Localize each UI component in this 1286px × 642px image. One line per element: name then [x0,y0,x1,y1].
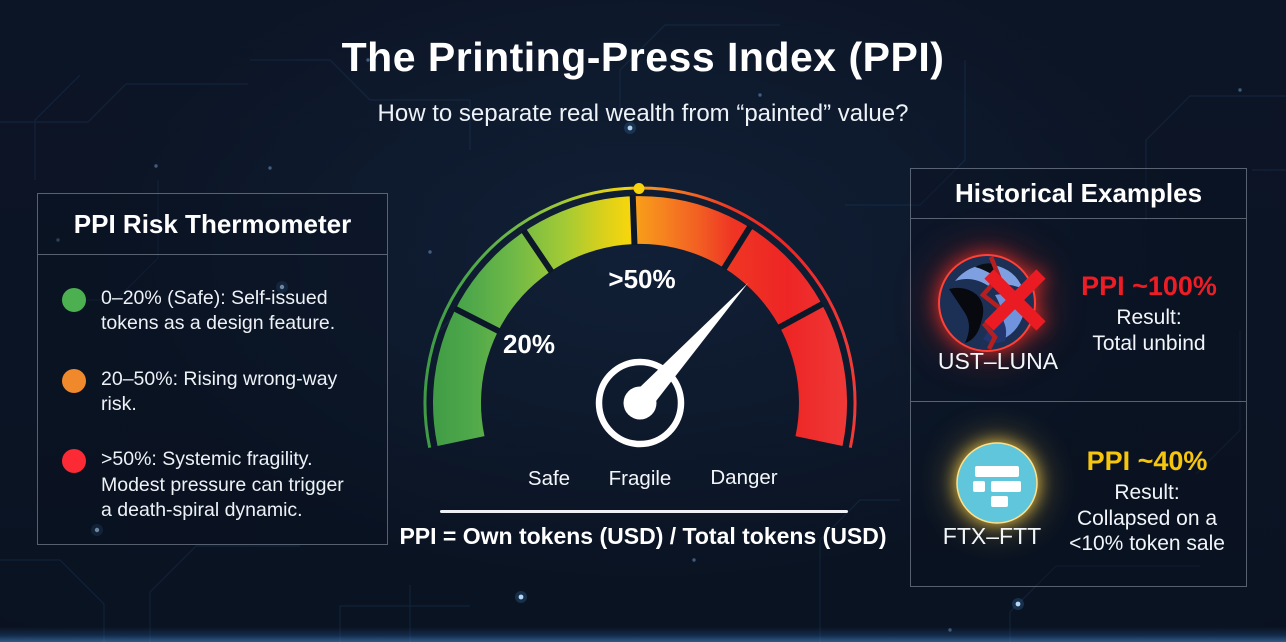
risk-thermometer-panel: PPI Risk Thermometer 0–20% (Safe): Self-… [37,193,388,545]
list-item: >50%: Systemic fragility. Modest pressur… [62,447,363,523]
gauge-hub-center [623,386,657,420]
danger-dot-icon [62,449,86,474]
gauge-tick-high: >50% [608,264,676,294]
page-subtitle: How to separate real wealth from “painte… [377,100,909,127]
gauge-segment-dividers [453,194,825,334]
formula-divider [440,510,848,513]
ppi-value: PPI ~40% [1086,446,1208,476]
gauge-band [433,196,847,446]
ppi-formula: PPI = Own tokens (USD) / Total tokens (U… [399,523,887,549]
risk-gauge [423,183,857,449]
ftx-ftt-icon [956,442,1038,524]
safe-dot-icon [62,288,86,312]
list-item: 20–50%: Rising wrong-way risk. [62,367,363,418]
warning-dot-icon [62,368,86,393]
historical-examples-panel: Historical Examples UST–LUNA PPI ~100% R… [910,168,1247,587]
gauge-zone-fragile: Fragile [608,467,672,490]
gauge-tick-low: 20% [502,329,556,359]
coin-label: UST–LUNA [937,348,1059,374]
gauge-marker-dot [633,183,645,194]
ppi-value: PPI ~100% [1081,271,1217,301]
risk-thermometer-list: 0–20% (Safe): Self-issued tokens as a de… [38,255,387,523]
gauge-zone-danger: Danger [710,466,778,489]
risk-item-text: 20–50%: Rising wrong-way risk. [101,367,338,416]
risk-item-text: >50%: Systemic fragility. Modest pressur… [101,448,344,522]
risk-item-text: 0–20% (Safe): Self-issued tokens as a de… [101,287,336,335]
example-card-ftx-ftt: FTX–FTT PPI ~40% Result: Collapsed on a … [911,402,1246,588]
risk-thermometer-title: PPI Risk Thermometer [38,194,387,255]
ftx-logo-bars [973,466,1021,507]
example-result-block: PPI ~40% Result: Collapsed on a <10% tok… [1055,446,1239,557]
example-result-block: PPI ~100% Result: Total unbind [1057,271,1241,356]
gauge-needle [631,283,748,411]
gauge-zone-safe: Safe [527,467,571,490]
example-card-ust-luna: UST–LUNA PPI ~100% Result: Total unbind [911,219,1246,402]
glow-node-icons [56,58,1242,632]
result-label: Result: [1116,306,1182,329]
result-text: Collapsed on a [1076,506,1218,530]
gauge-hub-ring [595,358,685,448]
red-x-icon [984,269,1046,331]
result-text: Total unbind [1092,331,1206,355]
result-label: Result: [1114,481,1180,504]
page-title: The Printing-Press Index (PPI) [341,34,945,80]
list-item: 0–20% (Safe): Self-issued tokens as a de… [62,286,363,337]
bottom-glow-strip [0,627,1286,642]
historical-examples-title: Historical Examples [911,169,1246,219]
ust-luna-icon [938,254,1046,352]
result-text: <10% token sale [1069,532,1225,556]
coin-label: FTX–FTT [942,523,1042,549]
